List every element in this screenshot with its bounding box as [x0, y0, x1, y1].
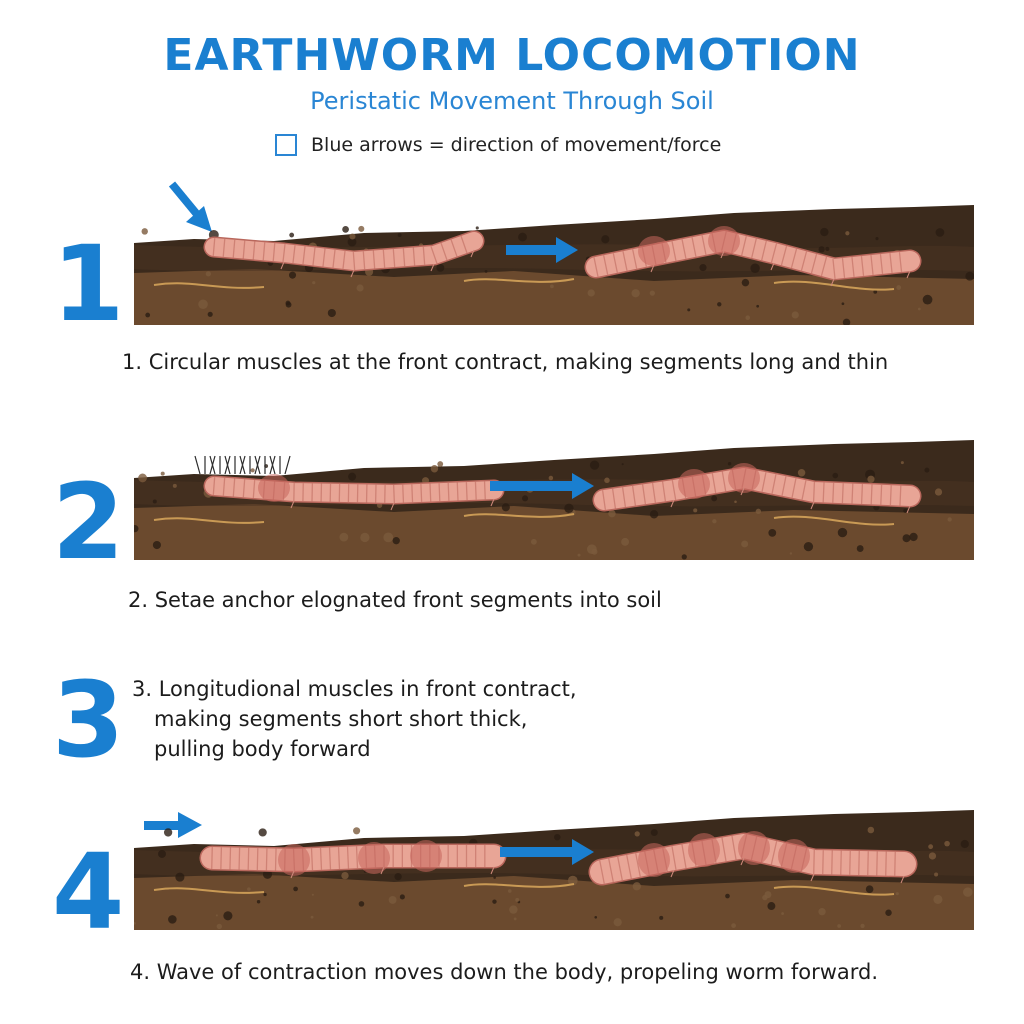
step-1-pointer-arrow	[168, 181, 212, 232]
step-1-caption: 1. Circular muscles at the front contrac…	[122, 350, 889, 374]
page-title: EARTHWORM LOCOMOTION	[163, 30, 861, 81]
step-4-soil-panel	[134, 800, 974, 930]
worm-right	[588, 831, 918, 886]
setae-bristles	[194, 455, 291, 475]
page-subtitle: Peristatic Movement Through Soil	[310, 87, 714, 115]
step-1-number: 1	[52, 223, 125, 345]
step-3-caption-line-1: 3. Longitudional muscles in front contra…	[132, 677, 577, 701]
step-4-caption: 4. Wave of contraction moves down the bo…	[130, 960, 879, 984]
step-2-caption: 2. Setae anchor elognated front segments…	[128, 588, 662, 612]
step-2-number: 2	[52, 461, 125, 583]
step-4-number: 4	[52, 831, 125, 953]
movement-arrow	[506, 237, 578, 263]
step-3-number: 3	[52, 659, 125, 781]
step-3-caption: 3. Longitudional muscles in front contra…	[132, 674, 577, 764]
legend-swatch	[275, 134, 297, 156]
worm-right	[592, 463, 922, 514]
step-2-soil-panel	[134, 430, 974, 560]
step-3-caption-line-2: making segments short short thick,	[154, 707, 528, 731]
step-3-caption-line-3: pulling body forward	[154, 737, 371, 761]
legend-text: Blue arrows = direction of movement/forc…	[311, 134, 722, 156]
worm-left	[199, 840, 507, 879]
worm-right	[584, 226, 922, 287]
legend: Blue arrows = direction of movement/forc…	[275, 132, 721, 158]
worm-left	[203, 230, 485, 278]
step-1-soil-panel	[134, 195, 974, 325]
step-4-pointer-arrow	[144, 812, 202, 838]
worm-left	[203, 474, 505, 511]
movement-arrow	[500, 839, 594, 865]
movement-arrow	[490, 473, 594, 499]
